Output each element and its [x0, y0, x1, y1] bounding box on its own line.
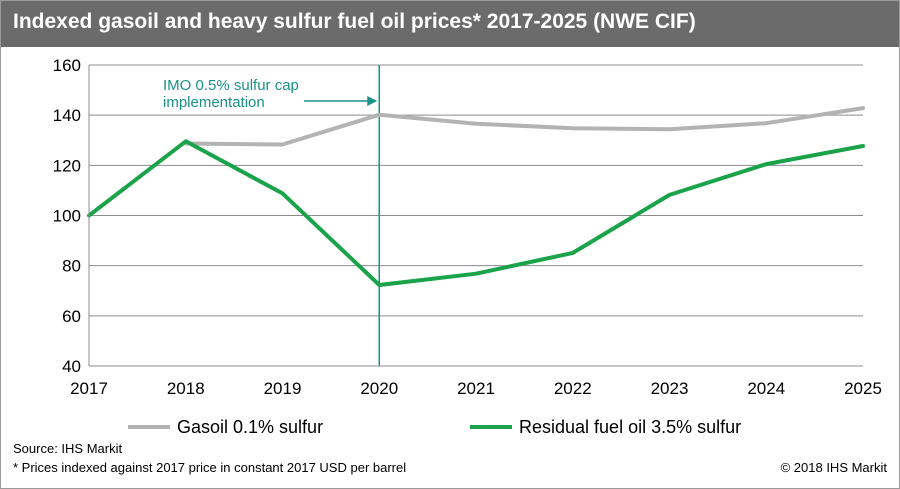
y-tick-label: 60: [62, 307, 81, 326]
y-tick-label: 100: [53, 207, 81, 226]
x-tick-label: 2018: [167, 379, 205, 398]
series-line-gasoil: [183, 106, 865, 147]
legend: Gasoil 0.1% sulfur Residual fuel oil 3.5…: [128, 417, 741, 437]
x-tick-label: 2022: [554, 379, 592, 398]
x-tick-label: 2024: [747, 379, 785, 398]
footnote: * Prices indexed against 2017 price in c…: [13, 460, 407, 475]
x-tick-label: 2023: [651, 379, 689, 398]
annotation-text-line1: IMO 0.5% sulfur cap: [163, 77, 299, 94]
chart-title: Indexed gasoil and heavy sulfur fuel oil…: [13, 10, 696, 33]
y-tick-label: 80: [62, 257, 81, 276]
annotation: IMO 0.5% sulfur cap implementation: [163, 65, 380, 366]
legend-label-gasoil: Gasoil 0.1% sulfur: [177, 417, 323, 437]
x-tick-label: 2025: [844, 379, 882, 398]
annotation-arrowhead: [367, 96, 378, 106]
y-tick-label: 40: [62, 357, 81, 376]
x-tick-label: 2020: [360, 379, 398, 398]
y-tick-label: 120: [53, 156, 81, 175]
source-note: Source: IHS Markit: [13, 441, 123, 456]
title-bar: Indexed gasoil and heavy sulfur fuel oil…: [1, 1, 899, 47]
series-lines: [87, 106, 865, 287]
y-axis-labels: 40 60 80 100 120 140 160: [53, 56, 81, 376]
x-axis-labels: 2017 2018 2019 2020 2021 2022 2023 2024 2025: [70, 379, 882, 398]
copyright: © 2018 IHS Markit: [780, 460, 887, 475]
legend-label-residual-fuel-oil: Residual fuel oil 3.5% sulfur: [519, 417, 741, 437]
x-tick-label: 2021: [457, 379, 495, 398]
series-line-residual-fuel-oil: [87, 139, 865, 287]
annotation-text-line2: implementation: [163, 94, 265, 111]
y-tick-label: 160: [53, 56, 81, 75]
x-tick-label: 2019: [264, 379, 302, 398]
plot-border: [88, 65, 863, 367]
y-tick-label: 140: [53, 106, 81, 125]
x-tick-label: 2017: [70, 379, 108, 398]
